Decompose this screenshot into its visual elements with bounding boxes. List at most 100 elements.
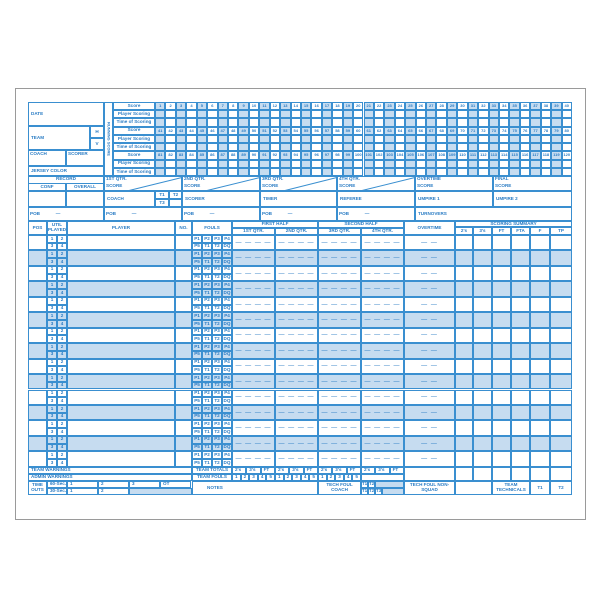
time-of-scoring-cell[interactable] [227,167,239,176]
q4-points-cell[interactable]: — — — — [361,374,404,390]
quarter-score-5[interactable] [493,176,572,191]
util-mark[interactable]: 2 [57,235,67,243]
q3-points-cell[interactable]: — — — — [318,358,361,375]
foul-mark[interactable]: P2 [202,343,212,351]
team-total-cell[interactable]: 3's [332,467,347,474]
player-scoring-cell[interactable] [155,159,166,168]
overtime-points-cell[interactable]: — — [404,296,455,313]
pos-cell[interactable] [28,312,47,328]
summary-cell[interactable] [473,404,492,421]
time-of-scoring-cell[interactable] [300,143,312,152]
running-score-number[interactable]: 120 [561,151,572,160]
running-score-number[interactable]: 102 [373,151,385,160]
player-scoring-cell[interactable] [227,110,239,119]
time-of-scoring-cell[interactable] [551,143,562,152]
util-mark[interactable]: 4 [57,304,67,313]
player-scoring-cell[interactable] [540,134,552,144]
team-warnings[interactable]: TEAM WARNINGS [28,467,192,474]
player-scoring-cell[interactable] [353,110,364,119]
running-score-number[interactable]: 65 [405,126,416,135]
foul-mark[interactable]: T1 [202,397,212,405]
running-score-number[interactable]: 117 [530,151,541,160]
quarter-score-0[interactable] [104,176,182,191]
foul-mark[interactable]: T1 [202,381,212,390]
summary-cell[interactable] [492,451,511,467]
player-scoring-cell[interactable] [332,110,343,119]
timeout-60-box[interactable]: 3 [129,481,160,488]
pos-cell[interactable] [28,389,47,405]
time-of-scoring-cell[interactable] [530,118,541,127]
running-score-number[interactable]: 64 [394,126,406,135]
player-scoring-cell[interactable] [478,159,489,168]
foul-mark[interactable]: T1 [202,428,212,436]
util-mark[interactable]: 2 [57,343,67,351]
util-mark[interactable]: 3 [47,428,57,436]
foul-mark[interactable]: P1 [192,435,202,444]
overtime-points-cell[interactable]: — — [404,374,455,390]
player-scoring-cell[interactable] [280,134,291,144]
foul-mark[interactable]: DQ [222,319,232,328]
time-of-scoring-cell[interactable] [509,143,520,152]
q3-points-cell[interactable]: — — — — [318,250,361,266]
player-scoring-cell[interactable] [436,134,447,144]
running-score-number[interactable]: 94 [290,151,301,160]
foul-mark[interactable]: T2 [212,350,222,359]
q1-points-cell[interactable]: — — — — [232,435,275,452]
foul-mark[interactable]: P1 [192,281,202,290]
quarter-score-1[interactable] [182,176,260,191]
foul-mark[interactable]: P1 [192,327,202,336]
q3-points-cell[interactable]: — — — — [318,327,361,344]
player-scoring-cell[interactable] [530,134,541,144]
running-score-number[interactable]: 81 [155,151,166,160]
timer-official[interactable]: TIMER [260,191,337,207]
timeout-60-box[interactable]: OT [160,481,191,488]
running-score-number[interactable]: 13 [280,102,291,111]
time-of-scoring-cell[interactable] [457,167,468,176]
summary-cell[interactable] [530,435,550,452]
time-of-scoring-cell[interactable] [467,143,479,152]
player-name-cell[interactable] [67,265,175,282]
running-score-number[interactable]: 46 [207,126,218,135]
time-of-scoring-cell[interactable] [405,143,416,152]
player-scoring-cell[interactable] [196,159,208,168]
foul-mark[interactable]: P5 [192,273,202,282]
time-of-scoring-cell[interactable] [353,143,364,152]
summary-cell[interactable] [473,420,492,436]
foul-mark[interactable]: T1 [202,273,212,282]
player-scoring-cell[interactable] [540,159,552,168]
jersey-number-cell[interactable] [175,404,192,421]
quarter-score-4[interactable] [415,176,493,191]
foul-mark[interactable]: P3 [212,265,222,274]
q2-points-cell[interactable]: — — — — [275,265,318,282]
summary-cell[interactable] [492,389,511,405]
player-scoring-cell[interactable] [175,134,187,144]
summary-cell[interactable] [511,265,530,282]
util-mark[interactable]: 3 [47,397,57,405]
foul-mark[interactable]: P4 [222,358,232,367]
player-scoring-cell[interactable] [488,110,500,119]
time-of-scoring-cell[interactable] [248,143,260,152]
running-score-number[interactable]: 4 [186,102,197,111]
summary-cell[interactable] [511,389,530,405]
running-score-number[interactable]: 109 [446,151,458,160]
team-foul-box[interactable]: 2 [283,474,293,481]
player-scoring-cell[interactable] [175,110,187,119]
summary-cell[interactable] [530,312,550,328]
running-score-number[interactable]: 39 [551,102,562,111]
foul-mark[interactable]: P5 [192,397,202,405]
q4-points-cell[interactable]: — — — — [361,312,404,328]
time-of-scoring-cell[interactable] [311,167,322,176]
time-of-scoring-cell[interactable] [238,167,249,176]
summary-cell[interactable] [511,312,530,328]
total-summary-cell[interactable] [550,467,572,481]
time-of-scoring-cell[interactable] [175,143,187,152]
umpire1-official[interactable]: UMPIRE 1 [415,191,493,207]
summary-cell[interactable] [530,420,550,436]
q3-points-cell[interactable]: — — — — [318,451,361,467]
player-scoring-cell[interactable] [467,134,479,144]
summary-cell[interactable] [511,343,530,359]
util-mark[interactable]: 3 [47,289,57,297]
player-scoring-cell[interactable] [478,134,489,144]
util-mark[interactable]: 3 [47,459,57,467]
player-scoring-cell[interactable] [269,110,281,119]
